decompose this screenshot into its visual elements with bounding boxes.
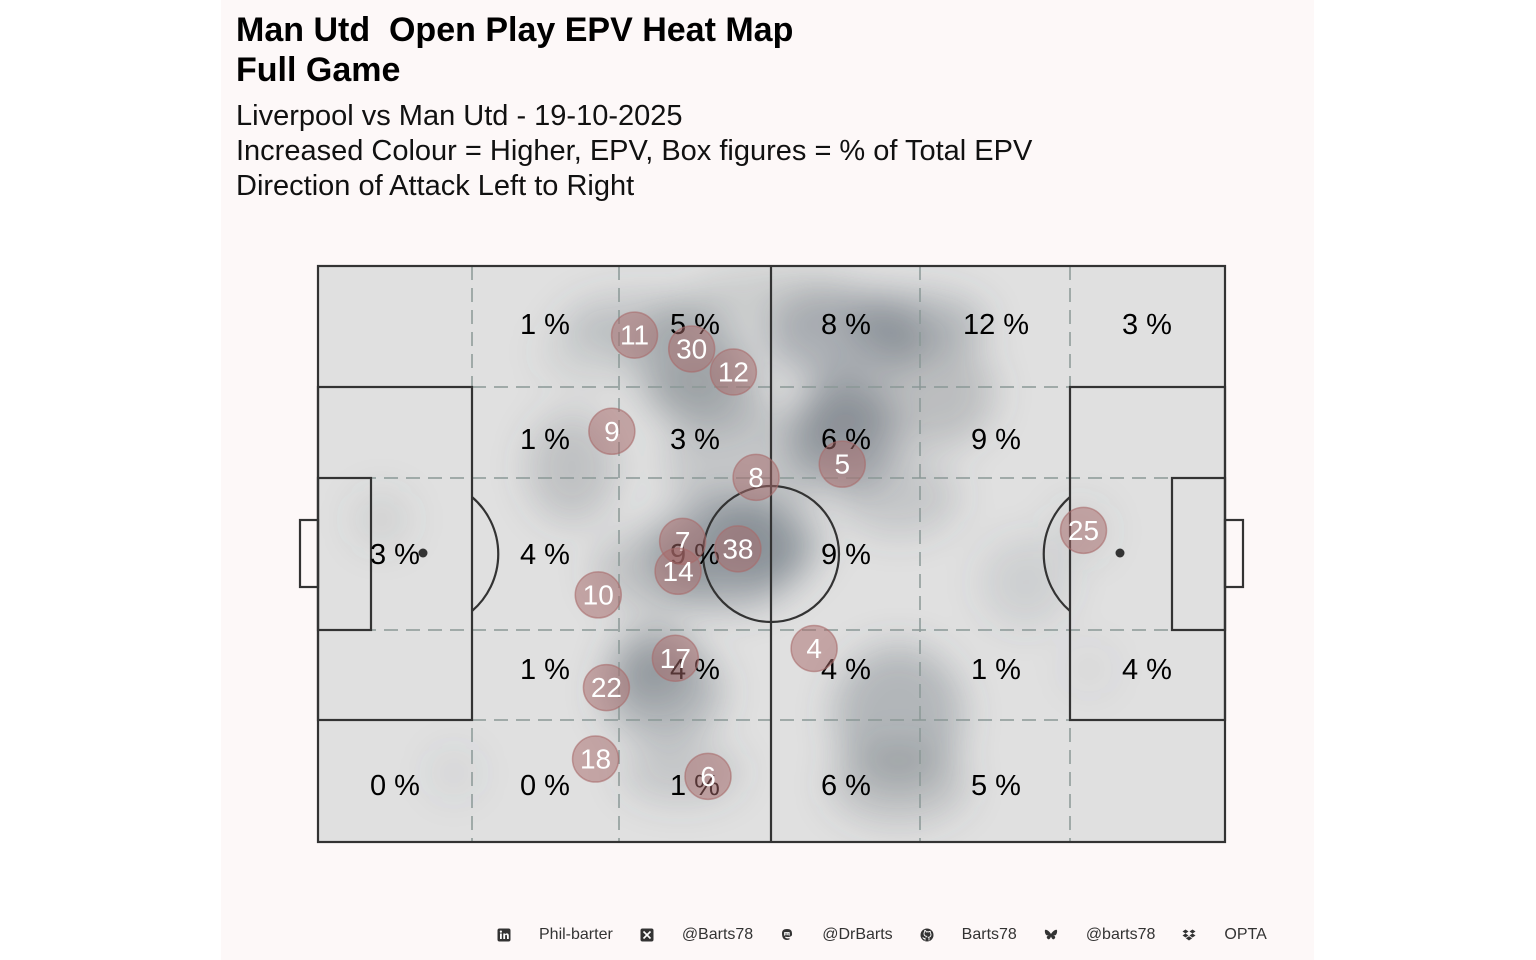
zone-label: 3 % [670,424,720,456]
player-circle [571,735,620,783]
chart-title: Man Utd Open Play EPV Heat Map Full Game [236,11,794,89]
player-number: 12 [718,356,749,387]
zone-label: 1 % [520,654,570,686]
footer-item[interactable]: @DrBarts [780,926,893,944]
zone-label: 12 % [963,309,1029,341]
player-number: 4 [806,633,822,664]
player-circle [610,311,659,359]
linkedin-icon [497,928,511,942]
player-marker: 30 [667,325,716,373]
zone-label: 4 % [1122,654,1172,686]
player-circle [732,453,780,502]
zone-label: 1 % [520,309,570,341]
player-circle [582,663,631,712]
footer-item[interactable]: OPTA [1182,926,1267,944]
player-number: 6 [700,761,716,792]
zone-label: 8 % [821,309,871,341]
zone-label: 0 % [520,770,570,802]
bluesky-icon [1044,928,1058,942]
player-number: 9 [604,416,620,447]
player-circle [790,624,838,673]
player-number: 5 [834,449,850,480]
x-icon [640,928,654,942]
player-marker: 22 [582,663,631,712]
player-number: 18 [580,744,611,775]
player-circle [651,634,700,683]
pitch-heatmap: 1 %5 %8 %12 %3 %1 %3 %6 %9 %3 %4 %9 %9 %… [298,264,1245,844]
player-circle [709,348,758,396]
player-marker: 17 [651,634,700,683]
player-marker: 8 [732,453,780,502]
player-number: 22 [591,672,622,703]
player-marker: 11 [610,311,659,359]
player-number: 10 [583,579,614,610]
footer-label: OPTA [1224,926,1267,943]
player-circle [714,525,762,573]
player-marker: 9 [588,407,636,456]
right-penalty-spot [1115,548,1125,558]
zone-label: 4 % [520,539,570,571]
zone-label: 1 % [520,424,570,456]
player-circle [1059,506,1108,555]
footer-label: @Barts78 [681,926,754,943]
footer-credits: Phil-barter @Barts78 @DrBarts Barts78 @barts… [497,925,1294,945]
github-icon [920,928,934,942]
zone-label: 1 % [971,654,1021,686]
footer-item[interactable]: Barts78 [920,926,1017,944]
left-penalty-arc [471,496,500,612]
zone-label: 5 % [971,770,1021,802]
footer-label: @DrBarts [822,926,893,943]
zone-label: 9 % [821,539,871,571]
footer-item[interactable]: Phil-barter [497,926,613,944]
player-number: 30 [676,333,707,364]
footer-item[interactable]: @barts78 [1044,926,1156,944]
player-marker: 12 [709,348,758,396]
player-number: 8 [748,462,764,493]
player-marker: 38 [714,525,762,573]
mastodon-icon [780,928,794,942]
player-circle [684,752,732,801]
player-marker: 10 [574,571,623,619]
player-circle [574,571,623,619]
player-marker: 6 [684,752,732,801]
pitch-markings [298,264,1245,844]
dropbox-icon [1182,928,1196,942]
player-circle [818,440,866,488]
player-marker: 25 [1059,506,1108,555]
right-goal [1223,518,1245,589]
player-number: 17 [660,643,691,674]
player-number: 38 [722,533,753,564]
chart-subtitle: Liverpool vs Man Utd - 19-10-2025 Increa… [236,100,1033,202]
footer-label: Barts78 [961,926,1017,943]
right-penalty-arc [1042,496,1071,612]
zone-label: 3 % [370,539,420,571]
footer-item[interactable]: @Barts78 [640,926,753,944]
player-circle [654,547,702,596]
player-marker: 14 [654,547,702,596]
player-number: 25 [1068,515,1099,546]
player-circle [588,407,636,456]
player-number: 11 [620,320,649,351]
left-goal [298,518,320,589]
zone-label: 0 % [370,770,420,802]
zone-label: 9 % [971,424,1021,456]
footer-label: @barts78 [1085,926,1156,943]
left-penalty-spot [418,548,428,558]
player-number: 14 [663,556,694,587]
footer-label: Phil-barter [539,926,613,943]
zone-label: 6 % [821,770,871,802]
player-marker: 5 [818,440,866,488]
player-circle [667,325,716,373]
player-marker: 4 [790,624,838,673]
zone-label: 3 % [1122,309,1172,341]
player-marker: 18 [571,735,620,783]
